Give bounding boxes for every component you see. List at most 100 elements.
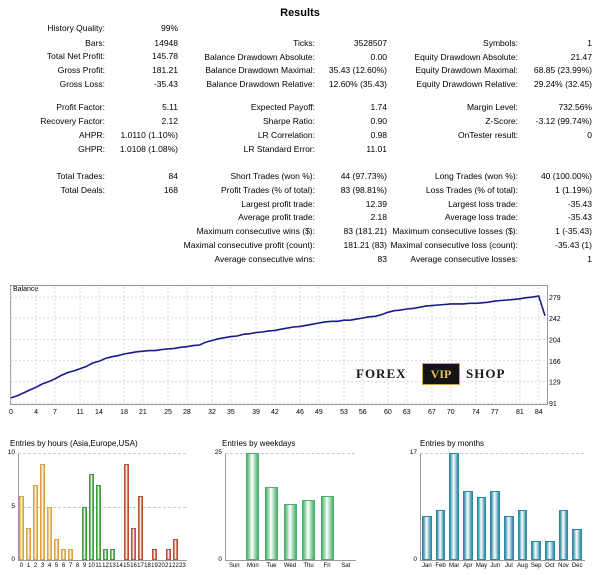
bar-hours-9 <box>82 506 87 560</box>
x-tick-label: Tue <box>266 563 277 569</box>
balance-x-tick-label: 60 <box>384 409 392 416</box>
x-tick-label: Feb <box>435 563 446 569</box>
x-tick-label: 17 <box>137 563 144 569</box>
bar-weekdays-tue <box>264 487 278 560</box>
bar-hours-4 <box>47 506 52 560</box>
stat-value: 99% <box>160 23 178 33</box>
bar-hours-5 <box>54 538 59 560</box>
chart-title-hours: Entries by hours (Asia,Europe,USA) <box>10 439 138 448</box>
balance-x-tick-label: 4 <box>34 409 38 416</box>
x-tick-label: Sat <box>341 563 351 569</box>
stat-label: Bars: <box>85 38 105 48</box>
balance-x-tick-label: 25 <box>164 409 172 416</box>
x-tick-label: 21 <box>165 563 172 569</box>
grid-line <box>18 453 186 454</box>
x-tick-label: 2 <box>33 563 38 569</box>
stat-label: Average consecutive wins: <box>214 254 315 264</box>
balance-x-tick-label: 28 <box>183 409 191 416</box>
x-tick-label: 12 <box>102 563 109 569</box>
balance-x-tick-label: 56 <box>359 409 367 416</box>
balance-x-tick-label: 11 <box>76 409 83 416</box>
stat-label: OnTester result: <box>458 130 518 140</box>
bar-hours-6 <box>61 549 66 560</box>
stat-label: Equity Drawdown Absolute: <box>414 52 518 62</box>
y-tick-label: 25 <box>214 449 222 456</box>
bar-hours-16 <box>131 527 136 560</box>
stat-label: GHPR: <box>78 144 105 154</box>
stat-label: LR Standard Error: <box>243 144 315 154</box>
stat-value: 21.47 <box>570 52 592 62</box>
x-tick-label: Jun <box>490 563 500 569</box>
balance-x-tick-label: 53 <box>340 409 348 416</box>
bar-weekdays-wed <box>283 504 297 560</box>
x-tick-label: Sep <box>530 563 542 569</box>
balance-y-tick-label: 166 <box>549 359 561 366</box>
stat-value: 84 <box>168 171 178 181</box>
balance-y-tick-label: 91 <box>549 401 557 408</box>
bar-hours-2 <box>33 485 38 560</box>
stat-value: 0.90 <box>370 116 387 126</box>
x-tick-label: Jul <box>504 563 513 569</box>
bar-hours-10 <box>89 474 94 560</box>
stat-value: 14948 <box>154 38 178 48</box>
x-tick-label: Thu <box>303 563 314 569</box>
bar-hours-0 <box>19 495 24 560</box>
grid-line <box>225 453 355 454</box>
x-tick-label: 1 <box>26 563 31 569</box>
stat-value: 2.12 <box>161 116 178 126</box>
balance-chart-frame <box>10 285 548 405</box>
stat-value: -35.43 <box>567 212 592 222</box>
balance-y-tick-label: 204 <box>549 337 561 344</box>
stat-label: Gross Loss: <box>59 79 105 89</box>
x-tick-label: Aug <box>517 563 528 569</box>
chart-area-weekdays <box>225 453 356 561</box>
balance-x-tick-label: 0 <box>9 409 13 416</box>
stat-value: 83 (181.21) <box>343 226 387 236</box>
balance-x-tick-label: 35 <box>227 409 235 416</box>
balance-chart: 0 4 7 11 14 18 21 25 28 32 35 39 42 46 49 53 56 60 63 67 70 7… <box>9 287 561 416</box>
bar-months-feb <box>435 509 446 560</box>
stat-label: Profit Factor: <box>56 102 105 112</box>
bar-hours-12 <box>103 549 108 560</box>
stat-value: 3528507 <box>353 38 387 48</box>
stat-label: Largest loss trade: <box>448 199 518 209</box>
stat-value: 145.78 <box>152 51 178 61</box>
logo-text-left: FOREX <box>356 366 407 381</box>
x-tick-label: Dec <box>571 563 583 569</box>
balance-x-tick-label: 70 <box>447 409 455 416</box>
stat-label: Symbols: <box>483 38 518 48</box>
stat-value: 1.0110 (1.10%) <box>120 130 179 140</box>
x-tick-label: 22 <box>172 563 179 569</box>
stat-value: 5.11 <box>162 102 178 112</box>
stat-label: Total Trades: <box>56 171 105 181</box>
y-tick-label: 0 <box>11 556 15 563</box>
stat-label: Maximal consecutive loss (count): <box>390 240 518 250</box>
x-tick-label: 5 <box>54 563 59 569</box>
stat-label: Ticks: <box>293 38 315 48</box>
bar-hours-1 <box>26 527 31 560</box>
chart-title-weekdays: Entries by weekdays <box>222 439 296 448</box>
stat-label: Recovery Factor: <box>40 116 105 126</box>
stat-value: 12.39 <box>365 199 387 209</box>
x-tick-label: Apr <box>463 563 473 569</box>
x-tick-label: 6 <box>61 563 66 569</box>
y-tick-label: 0 <box>218 556 222 563</box>
x-tick-label: Nov <box>558 563 569 569</box>
balance-x-tick-label: 49 <box>315 409 323 416</box>
bar-months-nov <box>558 509 569 560</box>
page-title: Results <box>280 7 320 19</box>
logo-vip-badge: VIP <box>422 363 460 385</box>
stat-label: Expected Payoff: <box>250 102 315 112</box>
balance-line <box>10 295 546 399</box>
stat-label: Balance Drawdown Maximal: <box>205 65 315 75</box>
stat-value: 732.56% <box>558 102 592 112</box>
x-tick-label: 20 <box>158 563 165 569</box>
stat-value: 1.74 <box>370 102 387 112</box>
stat-value: 0 <box>587 130 592 140</box>
stat-label: Sharpe Ratio: <box>263 116 315 126</box>
stat-label: Short Trades (won %): <box>230 171 315 181</box>
stat-value: 2.18 <box>370 212 387 222</box>
stat-value: 1 <box>587 38 592 48</box>
bar-months-jul <box>504 515 514 560</box>
x-tick-label: 16 <box>130 563 137 569</box>
